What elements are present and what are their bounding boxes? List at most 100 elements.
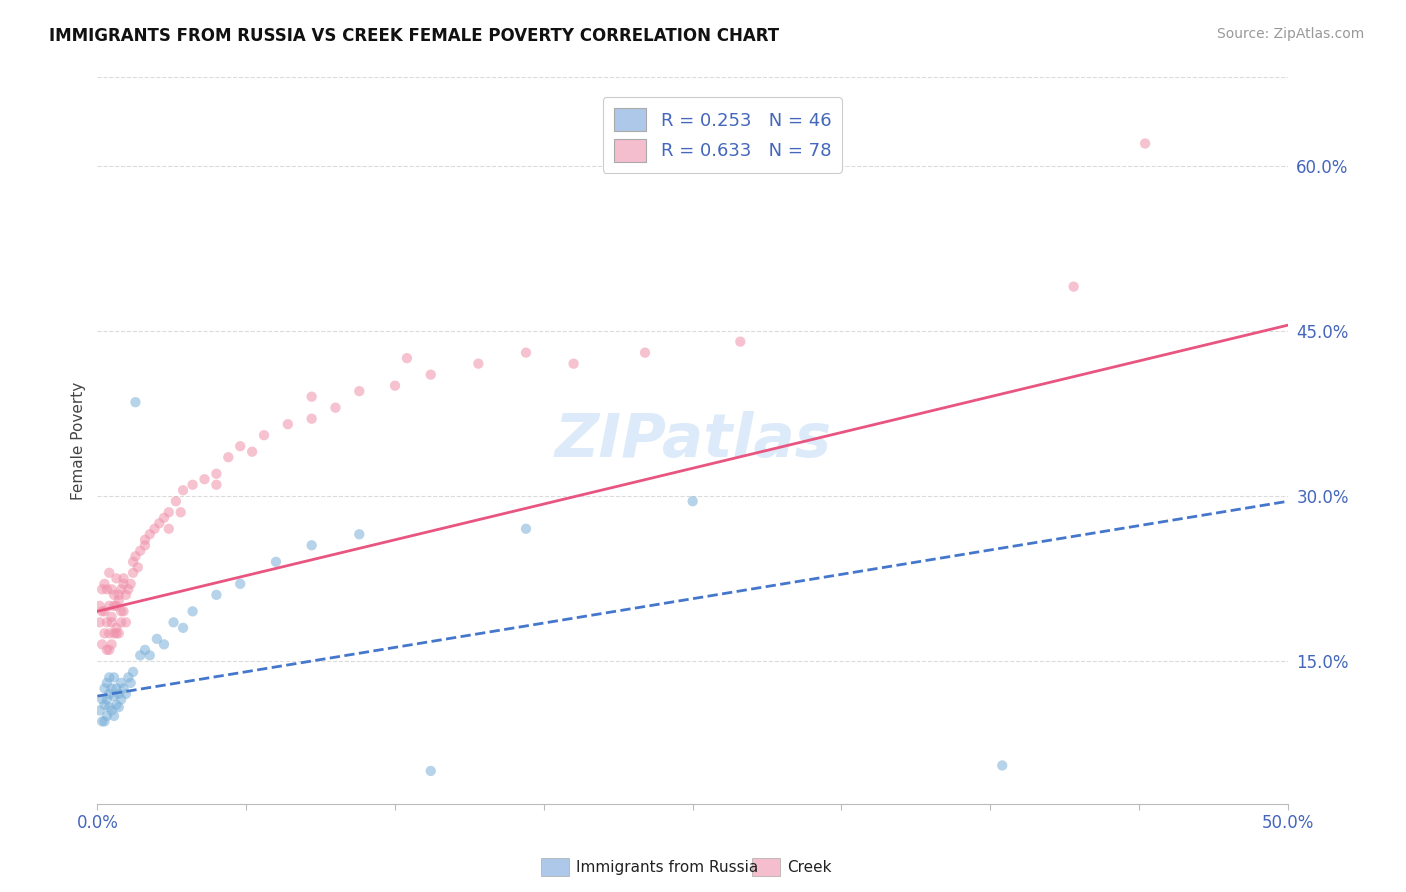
- Point: [93, 626, 115, 640]
- Point: [143, 522, 166, 536]
- Point: [100, 610, 122, 624]
- Point: [103, 689, 125, 703]
- Point: [562, 357, 585, 371]
- Point: [91, 714, 114, 729]
- Text: ZIPatlas: ZIPatlas: [554, 411, 831, 470]
- Point: [165, 494, 187, 508]
- Point: [89, 703, 111, 717]
- Point: [115, 588, 138, 602]
- Point: [112, 681, 135, 696]
- Point: [634, 345, 657, 359]
- Point: [682, 494, 704, 508]
- Point: [100, 703, 122, 717]
- Point: [181, 604, 204, 618]
- Point: [146, 632, 169, 646]
- Point: [301, 411, 323, 425]
- Point: [162, 615, 184, 630]
- Point: [515, 345, 537, 359]
- Point: [98, 643, 121, 657]
- Point: [122, 566, 145, 580]
- Point: [153, 637, 176, 651]
- Point: [153, 510, 176, 524]
- Point: [112, 571, 135, 585]
- Point: [419, 764, 441, 778]
- Point: [229, 577, 252, 591]
- Point: [325, 401, 347, 415]
- Point: [172, 483, 194, 498]
- Point: [1133, 136, 1156, 151]
- Point: [103, 599, 125, 613]
- Point: [96, 615, 118, 630]
- Point: [110, 676, 132, 690]
- Point: [129, 543, 152, 558]
- Point: [98, 687, 121, 701]
- Point: [120, 676, 142, 690]
- Point: [991, 758, 1014, 772]
- Y-axis label: Female Poverty: Female Poverty: [72, 382, 86, 500]
- Point: [100, 615, 122, 630]
- Point: [467, 357, 489, 371]
- Point: [103, 588, 125, 602]
- Point: [1063, 279, 1085, 293]
- Point: [107, 700, 129, 714]
- Point: [127, 560, 149, 574]
- Point: [107, 593, 129, 607]
- Point: [349, 384, 371, 399]
- Point: [89, 615, 111, 630]
- Point: [264, 555, 287, 569]
- Text: Immigrants from Russia: Immigrants from Russia: [576, 861, 759, 875]
- Point: [96, 692, 118, 706]
- Point: [122, 555, 145, 569]
- Point: [129, 648, 152, 663]
- Point: [124, 395, 146, 409]
- Text: IMMIGRANTS FROM RUSSIA VS CREEK FEMALE POVERTY CORRELATION CHART: IMMIGRANTS FROM RUSSIA VS CREEK FEMALE P…: [49, 27, 779, 45]
- Point: [205, 588, 228, 602]
- Point: [157, 522, 180, 536]
- Point: [96, 709, 118, 723]
- Point: [112, 577, 135, 591]
- Point: [89, 599, 111, 613]
- Point: [112, 604, 135, 618]
- Point: [181, 477, 204, 491]
- Point: [107, 588, 129, 602]
- Point: [253, 428, 276, 442]
- Point: [91, 692, 114, 706]
- Point: [157, 505, 180, 519]
- Point: [170, 505, 193, 519]
- Point: [93, 698, 115, 712]
- Point: [217, 450, 239, 465]
- Point: [91, 582, 114, 597]
- Point: [107, 687, 129, 701]
- Point: [139, 527, 162, 541]
- Point: [193, 472, 215, 486]
- Point: [730, 334, 752, 349]
- Point: [134, 538, 156, 552]
- Point: [98, 599, 121, 613]
- Point: [110, 615, 132, 630]
- Point: [98, 670, 121, 684]
- Point: [122, 665, 145, 679]
- Point: [105, 621, 128, 635]
- Text: Creek: Creek: [787, 861, 832, 875]
- Point: [277, 417, 299, 432]
- Point: [205, 477, 228, 491]
- Point: [105, 681, 128, 696]
- Point: [93, 714, 115, 729]
- Point: [384, 378, 406, 392]
- Point: [115, 615, 138, 630]
- Point: [139, 648, 162, 663]
- Point: [148, 516, 170, 531]
- Point: [100, 637, 122, 651]
- Point: [134, 643, 156, 657]
- Point: [120, 577, 142, 591]
- Point: [172, 621, 194, 635]
- Point: [103, 709, 125, 723]
- Point: [91, 637, 114, 651]
- Point: [301, 538, 323, 552]
- Point: [115, 687, 138, 701]
- Point: [105, 571, 128, 585]
- Point: [96, 676, 118, 690]
- Point: [395, 351, 418, 366]
- Point: [96, 582, 118, 597]
- Point: [117, 582, 139, 597]
